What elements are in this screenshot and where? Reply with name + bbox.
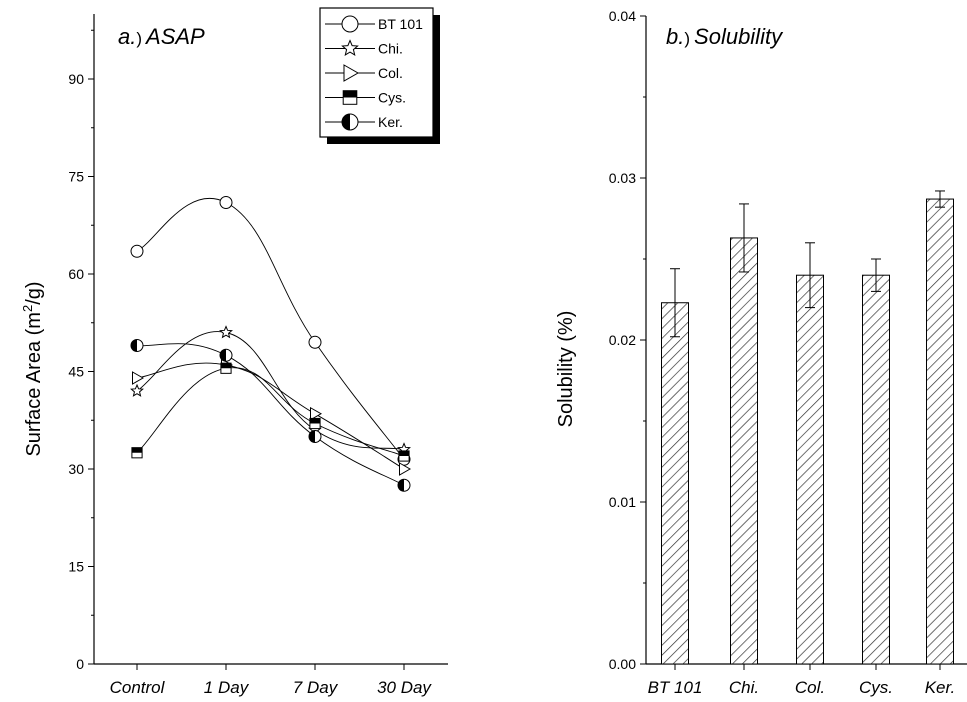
legend-label-bt-101: BT 101 <box>378 16 423 32</box>
panel-b-bar-chart: 0.00 0.01 0.02 0.03 0.04 BT 101 Chi. Col. Cys. K… <box>555 8 967 697</box>
legend-label-chi: Chi. <box>378 41 403 57</box>
y-tick-label: 0 <box>76 656 84 672</box>
x-tick-label-7-day: 7 Day <box>293 678 339 697</box>
x-tick-label-chi: Chi. <box>729 678 759 697</box>
y-tick-label: 45 <box>68 364 84 380</box>
series-cys <box>131 362 410 462</box>
legend-item-ker: Ker. <box>325 113 403 131</box>
y-tick-label: 0.04 <box>609 8 636 24</box>
x-tick-label-col: Col. <box>795 678 825 697</box>
x-tick-label-bt-101: BT 101 <box>648 678 703 697</box>
series-line-chi <box>136 331 405 450</box>
panel-a-y-axis-label: Surface Area (m2/g) <box>20 281 45 456</box>
series-bt-101 <box>130 196 411 466</box>
panel-a-series <box>130 196 412 492</box>
x-tick-label-cys: Cys. <box>859 678 893 697</box>
legend-label-col: Col. <box>378 65 403 81</box>
series-line-cys <box>136 367 405 457</box>
bar-cys <box>862 274 890 665</box>
panel-b-x-ticks: BT 101 Chi. Col. Cys. Ker. <box>648 664 956 697</box>
y-tick-label: 30 <box>68 461 84 477</box>
panel-b-y-ticks: 0.00 0.01 0.02 0.03 0.04 <box>609 8 646 672</box>
panel-a-x-ticks: Control 1 Day 7 Day 30 Day <box>110 664 432 697</box>
point-col-30-day <box>399 462 412 476</box>
panel-b-bars <box>661 190 954 665</box>
x-tick-label-30-day: 30 Day <box>377 678 432 697</box>
series-chi <box>130 325 411 456</box>
point-col-control <box>132 371 145 385</box>
panel-b-title: b.) Solubility <box>666 24 784 49</box>
point-bt-101-control <box>130 244 144 258</box>
x-tick-label-1-day: 1 Day <box>204 678 250 697</box>
x-tick-label-ker: Ker. <box>925 678 956 697</box>
series-ker <box>130 339 411 492</box>
point-ker-1-day <box>219 348 233 362</box>
bar-group-cys <box>862 258 890 665</box>
legend-marker-cys <box>342 90 358 105</box>
point-cys-7-day <box>309 417 321 430</box>
legend-marker-chi <box>341 39 359 57</box>
point-chi-1-day <box>219 325 233 339</box>
point-cys-control <box>131 447 143 459</box>
point-bt-101-7-day <box>308 335 322 349</box>
y-tick-label: 0.02 <box>609 332 636 348</box>
point-chi-control <box>130 383 144 397</box>
bar-col <box>796 274 824 665</box>
series-line-bt-101 <box>136 197 405 460</box>
point-ker-7-day <box>308 430 322 443</box>
legend-item-bt-101: BT 101 <box>325 15 423 33</box>
legend-marker-col <box>343 64 360 82</box>
panel-a-y-ticks: 0 15 30 45 60 75 90 <box>68 29 94 672</box>
panel-a-line-chart: 0 15 30 45 60 75 90 Control 1 Day 7 Day 30 Day Su… <box>20 7 448 697</box>
bar-ker <box>926 198 954 665</box>
bar-group-ker <box>926 190 954 665</box>
y-tick-label: 15 <box>68 559 84 575</box>
point-ker-30-day <box>397 478 411 492</box>
legend-item-cys: Cys. <box>325 90 406 106</box>
panel-a-axes <box>93 14 448 665</box>
bar-group-chi <box>730 203 758 665</box>
legend-label-cys: Cys. <box>378 90 406 106</box>
bar-bt-101 <box>661 302 689 665</box>
point-bt-101-1-day <box>219 196 233 209</box>
y-tick-label: 90 <box>68 71 84 87</box>
point-col-7-day <box>310 406 323 421</box>
bar-group-bt-101 <box>661 268 689 665</box>
legend-label-ker: Ker. <box>378 114 403 130</box>
y-tick-label: 0.03 <box>609 170 636 186</box>
x-tick-label-control: Control <box>110 678 166 697</box>
point-cys-1-day <box>220 362 232 374</box>
panel-a-title: a.) ASAP <box>118 24 205 49</box>
series-line-col <box>136 362 405 470</box>
legend-marker-bt-101 <box>341 15 359 33</box>
legend-item-chi: Chi. <box>325 39 403 57</box>
y-tick-label: 60 <box>68 266 84 282</box>
y-tick-label: 0.00 <box>609 656 636 672</box>
legend-marker-ker <box>341 113 359 131</box>
y-tick-label: 75 <box>68 169 84 185</box>
panel-b-y-axis-label: Solubility (%) <box>555 311 577 428</box>
legend-item-col: Col. <box>325 64 403 82</box>
y-tick-label: 0.01 <box>609 494 636 510</box>
point-cys-30-day <box>398 450 410 462</box>
bar-group-col <box>796 242 824 665</box>
point-ker-control <box>130 339 144 352</box>
series-line-ker <box>136 343 405 486</box>
panel-a-legend: BT 101 Chi. Col. Cys. Ker. <box>319 7 440 144</box>
bar-chi <box>730 237 758 665</box>
